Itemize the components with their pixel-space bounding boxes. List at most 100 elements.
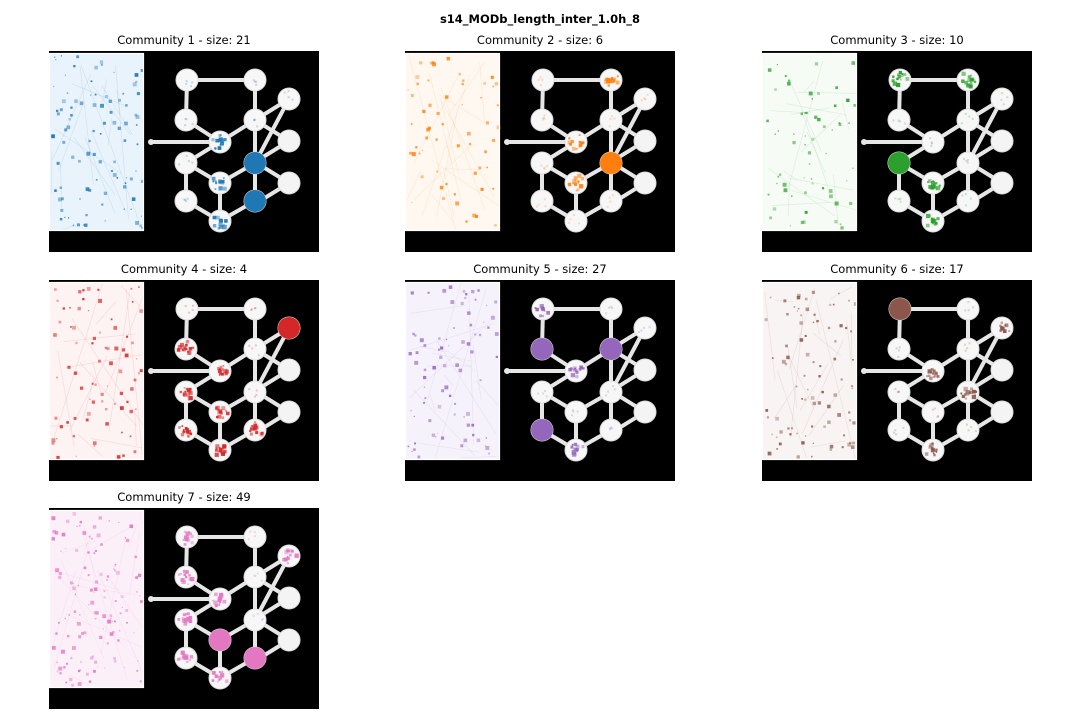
network-node: [530, 189, 554, 213]
panel-title: Community 1 - size: 21: [117, 33, 251, 47]
community-panel-5: Community 5 - size: 27: [405, 262, 675, 481]
network-node: [530, 380, 554, 404]
network-node: [531, 68, 555, 92]
network-node: [174, 151, 198, 175]
community-panel-6: Community 6 - size: 17: [762, 262, 1032, 481]
panel-title: Community 3 - size: 10: [830, 33, 964, 47]
network-node: [174, 418, 198, 442]
network-node: [531, 297, 555, 321]
community-panel-7: Community 7 - size: 49: [49, 490, 319, 709]
network-node: [175, 525, 199, 549]
tissue-slab: [49, 509, 145, 689]
network-node: [243, 565, 267, 589]
community-image-3: [762, 51, 1032, 252]
network-node: [599, 68, 623, 92]
network-node: [887, 418, 911, 442]
network-node: [599, 337, 623, 361]
network-node: [990, 87, 1014, 111]
network-node: [277, 544, 301, 568]
network-node: [564, 130, 588, 154]
network-node: [599, 189, 623, 213]
network-node: [921, 130, 945, 154]
network-node: [990, 316, 1014, 340]
network-node: [243, 380, 267, 404]
network-node: [208, 438, 232, 462]
network-node: [887, 337, 911, 361]
network-node: [243, 68, 267, 92]
microfluidic-network: [148, 297, 301, 462]
network-node: [564, 438, 588, 462]
tissue-slab: [405, 52, 501, 232]
figure-title: s14_MODb_length_inter_1.0h_8: [439, 12, 641, 26]
network-node: [921, 438, 945, 462]
network-node: [530, 108, 554, 132]
network-node: [243, 297, 267, 321]
network-node: [208, 359, 232, 383]
network-node: [208, 130, 232, 154]
network-node: [530, 151, 554, 175]
network-node: [921, 359, 945, 383]
community-image-7: [49, 508, 319, 709]
microfluidic-network: [504, 297, 657, 462]
network-node: [243, 108, 267, 132]
network-node: [599, 418, 623, 442]
network-node: [174, 380, 198, 404]
network-node: [530, 337, 554, 361]
microfluidic-network: [148, 525, 301, 690]
network-node: [564, 359, 588, 383]
network-node: [174, 189, 198, 213]
network-node: [956, 68, 980, 92]
network-node: [530, 418, 554, 442]
community-image-1: [49, 51, 319, 252]
network-node: [243, 646, 267, 670]
network-node: [243, 189, 267, 213]
network-node: [174, 108, 198, 132]
network-node: [921, 400, 945, 424]
network-node: [175, 68, 199, 92]
community-panel-3: Community 3 - size: 10: [762, 33, 1032, 252]
network-node: [956, 418, 980, 442]
network-node: [599, 297, 623, 321]
network-node: [888, 68, 912, 92]
community-panel-1: Community 1 - size: 21: [49, 33, 319, 252]
network-node: [208, 209, 232, 233]
network-node: [174, 608, 198, 632]
network-node: [921, 209, 945, 233]
network-node: [887, 189, 911, 213]
network-node: [277, 87, 301, 111]
network-node: [564, 400, 588, 424]
community-panel-2: Community 2 - size: 6: [405, 33, 675, 252]
panel-title: Community 4 - size: 4: [120, 262, 248, 276]
network-node: [599, 108, 623, 132]
network-node: [208, 628, 232, 652]
panel-title: Community 2 - size: 6: [476, 33, 604, 47]
network-node: [956, 337, 980, 361]
network-node: [243, 337, 267, 361]
network-node: [633, 87, 657, 111]
microfluidic-network: [861, 297, 1014, 462]
network-node: [564, 171, 588, 195]
network-node: [174, 646, 198, 670]
network-node: [174, 337, 198, 361]
network-node: [599, 380, 623, 404]
network-node: [564, 209, 588, 233]
network-node: [243, 418, 267, 442]
network-node: [887, 151, 911, 175]
panel-title: Community 7 - size: 49: [117, 490, 251, 504]
network-node: [243, 608, 267, 632]
panel-title: Community 5 - size: 27: [473, 262, 607, 276]
network-node: [956, 189, 980, 213]
network-node: [174, 565, 198, 589]
tissue-slab: [405, 281, 501, 461]
network-node: [243, 525, 267, 549]
network-node: [956, 297, 980, 321]
network-node: [599, 151, 623, 175]
community-image-6: [762, 280, 1032, 481]
network-node: [956, 380, 980, 404]
network-node: [921, 171, 945, 195]
microfluidic-network: [861, 68, 1014, 233]
panel-title: Community 6 - size: 17: [830, 262, 964, 276]
microfluidic-network: [148, 68, 301, 233]
community-panel-4: Community 4 - size: 4: [49, 262, 319, 481]
network-node: [633, 316, 657, 340]
